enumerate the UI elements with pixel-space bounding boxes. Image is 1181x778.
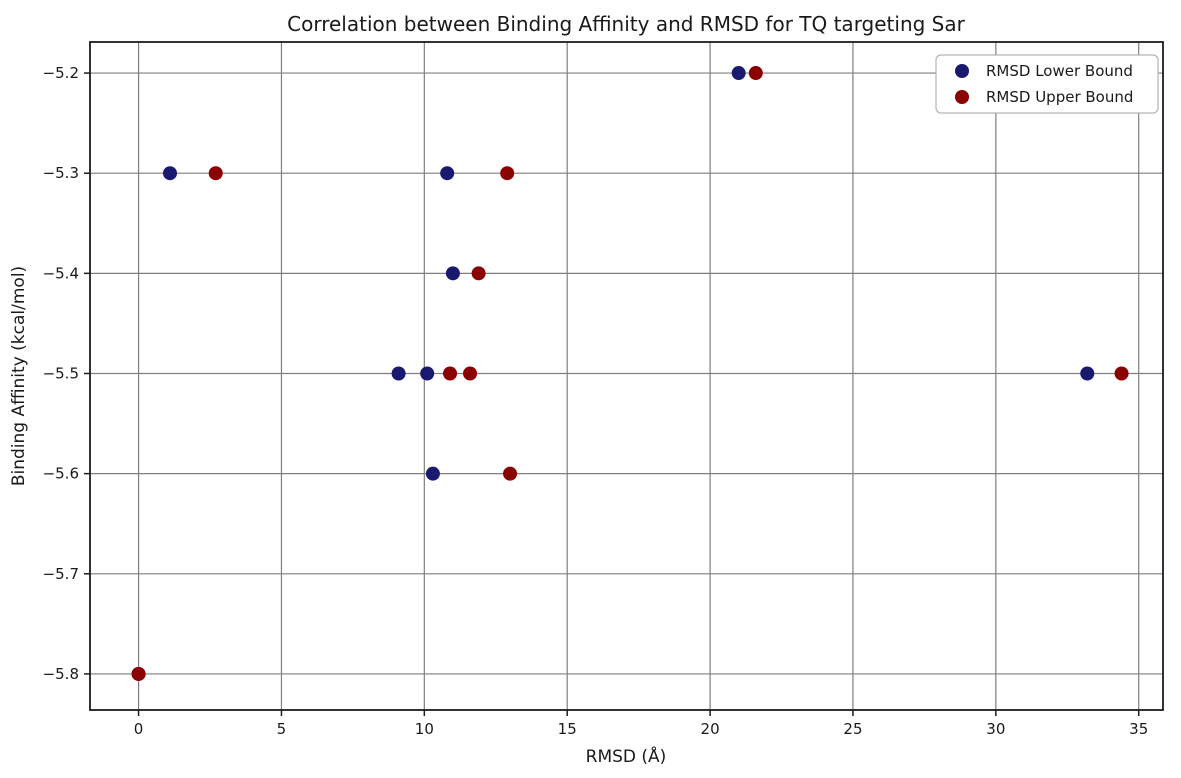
x-axis-label: RMSD (Å) xyxy=(586,745,667,767)
data-point-upper-bound xyxy=(463,366,478,381)
legend-marker-lower-bound xyxy=(955,64,969,78)
plot-border xyxy=(89,41,1164,711)
data-point-upper-bound xyxy=(503,466,518,481)
y-tick-label: −5.4 xyxy=(43,264,79,282)
x-tick-label: 15 xyxy=(558,720,577,738)
x-tick-label: 20 xyxy=(701,720,720,738)
data-point-upper-bound xyxy=(748,66,763,81)
data-point-upper-bound xyxy=(443,366,458,381)
data-point-lower-bound xyxy=(445,266,460,281)
data-point-upper-bound xyxy=(131,666,146,681)
tick-layer xyxy=(84,72,1140,716)
y-tick-label: −5.3 xyxy=(43,164,79,182)
y-tick-label: −5.7 xyxy=(43,565,79,583)
legend-marker-upper-bound xyxy=(955,90,969,104)
legend-label-upper-bound: RMSD Upper Bound xyxy=(986,88,1133,106)
y-axis-label: Binding Affinity (kcal/mol) xyxy=(9,266,29,486)
y-tick-label: −5.5 xyxy=(43,364,79,382)
tick-label-layer: 0 5 10 15 20 25 30 35 −5.2 −5.3 −5.4 −5.5 −5.6 −5.7 −5… xyxy=(43,64,1149,738)
data-point-upper-bound xyxy=(471,266,486,281)
legend-label-lower-bound: RMSD Lower Bound xyxy=(986,62,1133,80)
data-point-lower-bound xyxy=(1080,366,1095,381)
x-tick-label: 10 xyxy=(415,720,434,738)
x-tick-label: 35 xyxy=(1129,720,1148,738)
y-tick-label: −5.8 xyxy=(43,665,79,683)
legend: RMSD Lower Bound RMSD Upper Bound xyxy=(935,54,1159,114)
x-tick-label: 25 xyxy=(843,720,862,738)
point-layer xyxy=(131,66,1129,681)
y-tick-label: −5.2 xyxy=(43,64,79,82)
x-tick-label: 5 xyxy=(277,720,287,738)
legend-box xyxy=(935,54,1159,114)
x-tick-label: 30 xyxy=(986,720,1005,738)
data-point-upper-bound xyxy=(500,166,515,181)
data-point-lower-bound xyxy=(425,466,440,481)
chart-title: Correlation between Binding Affinity and… xyxy=(287,12,966,36)
y-tick-label: −5.6 xyxy=(43,465,79,483)
data-point-upper-bound xyxy=(1114,366,1129,381)
grid-layer xyxy=(90,42,1163,710)
x-tick-label: 0 xyxy=(134,720,144,738)
data-point-lower-bound xyxy=(420,366,435,381)
data-point-lower-bound xyxy=(440,166,455,181)
data-point-lower-bound xyxy=(391,366,406,381)
data-point-upper-bound xyxy=(208,166,223,181)
data-point-lower-bound xyxy=(731,66,746,81)
data-point-lower-bound xyxy=(163,166,178,181)
